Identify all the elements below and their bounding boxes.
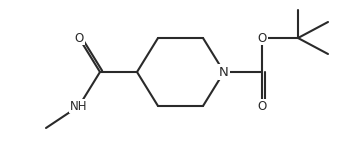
Text: O: O <box>74 32 84 45</box>
Text: O: O <box>257 99 267 112</box>
Text: N: N <box>219 66 229 78</box>
Text: O: O <box>257 32 267 45</box>
Text: NH: NH <box>70 99 88 112</box>
